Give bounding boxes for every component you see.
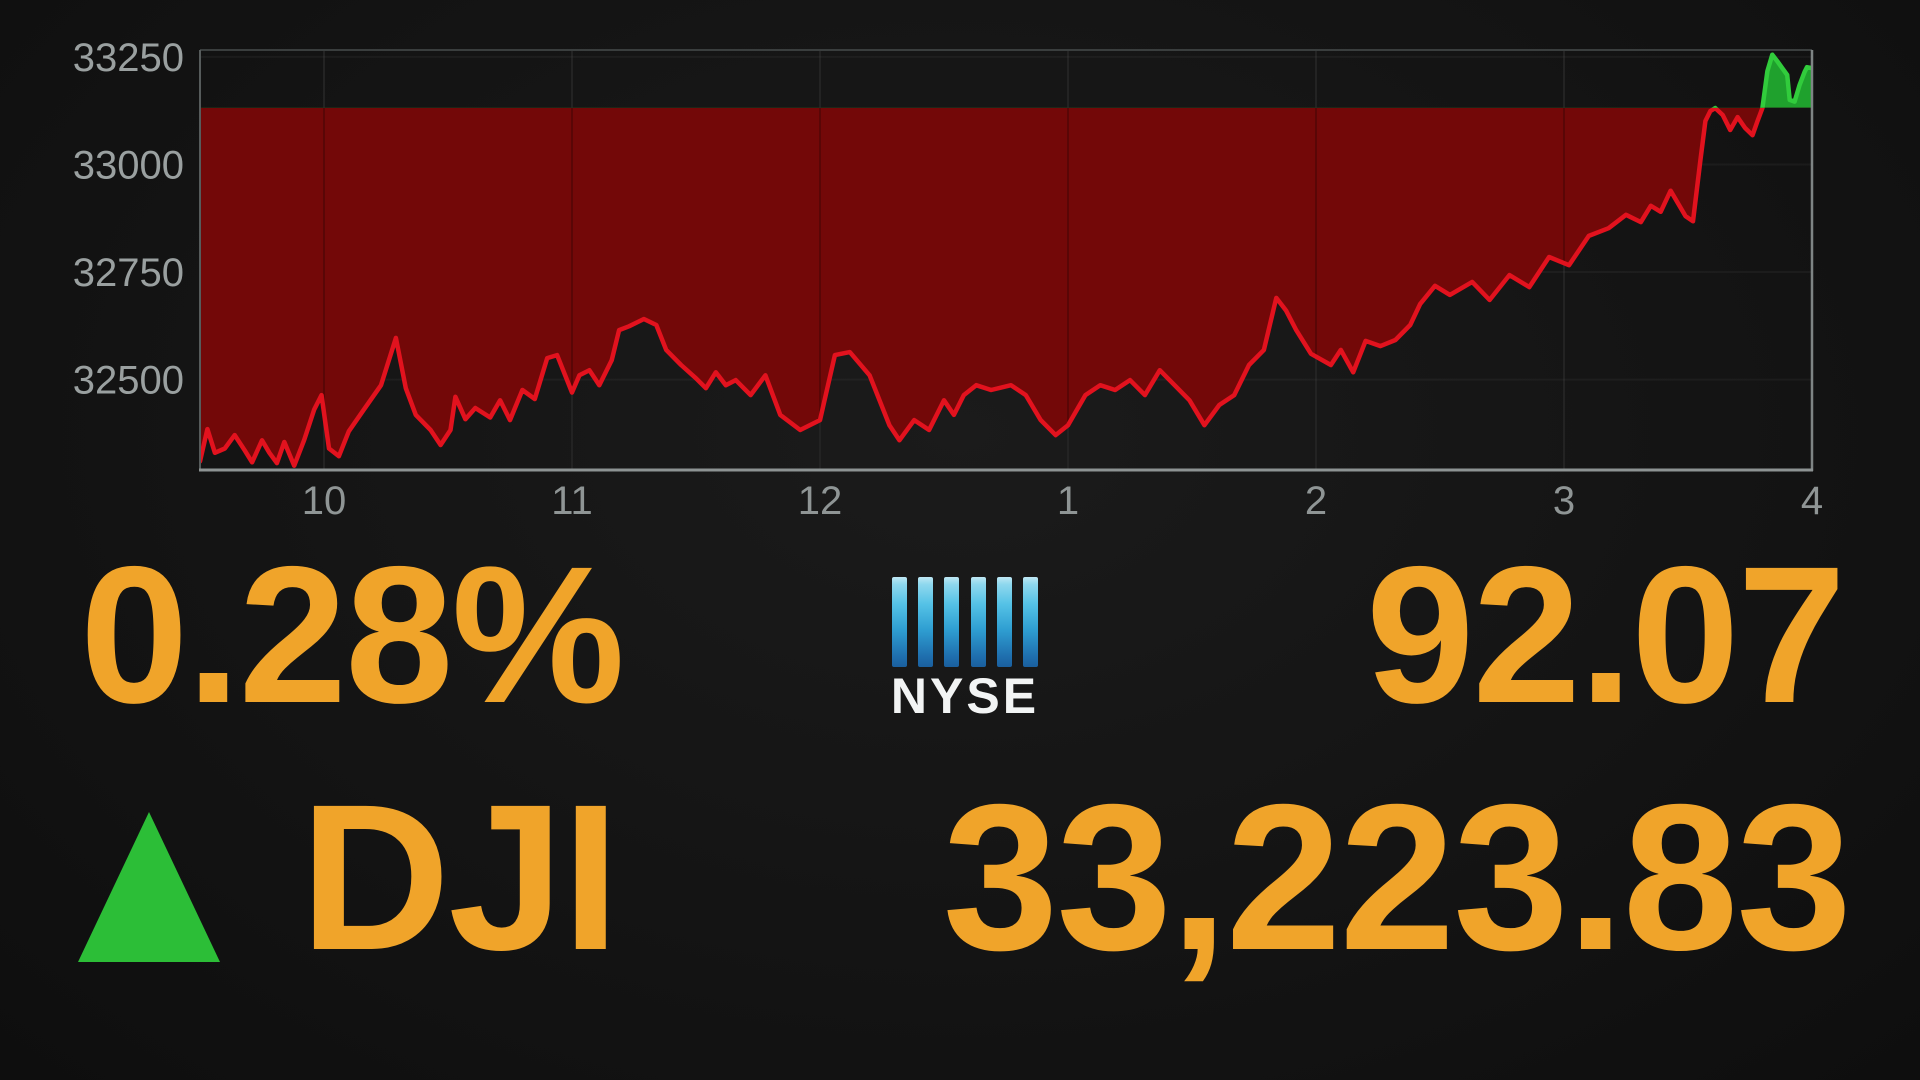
ticker-symbol: DJI — [300, 762, 620, 994]
change-percent: 0.28% — [80, 526, 625, 744]
exchange-label: NYSE — [890, 668, 1040, 724]
change-absolute: 92.07 — [1366, 526, 1846, 744]
y-axis-label: 32750 — [73, 251, 184, 295]
nyse-bars-icon — [892, 577, 1038, 667]
x-axis-label: 2 — [1305, 479, 1327, 523]
x-axis-label: 12 — [798, 479, 843, 523]
x-axis-label: 1 — [1057, 479, 1079, 523]
up-arrow-icon — [78, 812, 220, 962]
y-axis-label: 32500 — [73, 359, 184, 403]
nyse-logo: NYSE — [880, 577, 1050, 721]
x-axis-label: 10 — [302, 479, 347, 523]
x-axis-label: 3 — [1553, 479, 1575, 523]
x-axis-label: 4 — [1801, 479, 1823, 523]
x-axis-label: 11 — [551, 479, 593, 523]
last-price: 33,223.83 — [942, 762, 1852, 994]
y-axis-label: 33250 — [73, 36, 184, 80]
price-line-below-close — [200, 107, 1765, 468]
y-axis-label: 33000 — [73, 143, 184, 187]
